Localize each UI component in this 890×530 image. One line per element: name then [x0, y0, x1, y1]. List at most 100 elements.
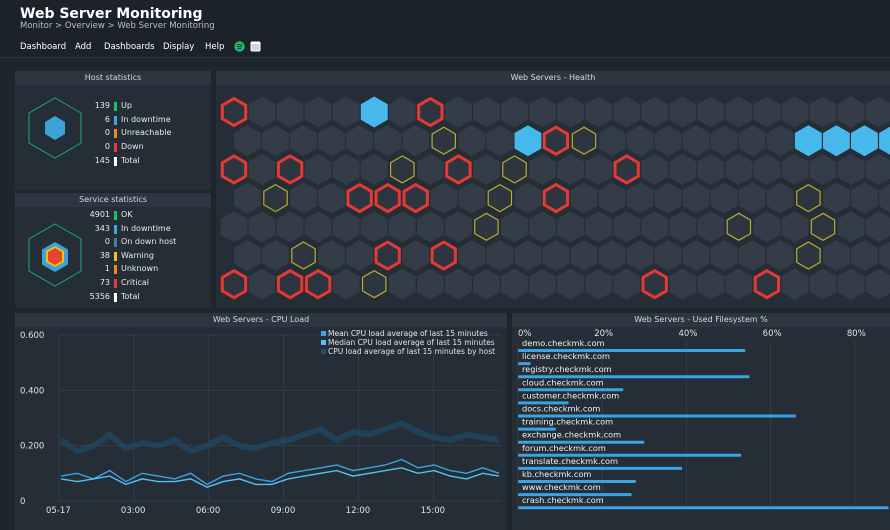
- host-hexagon[interactable]: [220, 268, 248, 300]
- host-hexagon[interactable]: [291, 241, 316, 270]
- host-hexagon[interactable]: [738, 182, 766, 214]
- host-hexagon[interactable]: [726, 212, 752, 241]
- host-hexagon[interactable]: [865, 268, 890, 300]
- host-hexagon[interactable]: [388, 96, 416, 128]
- host-hexagon[interactable]: [234, 125, 261, 157]
- host-hexagon[interactable]: [474, 212, 499, 241]
- host-hexagon[interactable]: [390, 155, 415, 184]
- host-hexagon[interactable]: [598, 240, 626, 271]
- host-hexagon[interactable]: [304, 153, 332, 185]
- host-hexagon[interactable]: [542, 125, 570, 156]
- host-hexagon[interactable]: [725, 153, 753, 185]
- bar[interactable]: [518, 466, 683, 470]
- host-hexagon[interactable]: [290, 182, 317, 214]
- host-hexagon[interactable]: [837, 211, 865, 243]
- host-hexagon[interactable]: [823, 125, 850, 157]
- host-hexagon[interactable]: [796, 241, 821, 270]
- host-hexagon[interactable]: [332, 153, 360, 185]
- host-hexagon[interactable]: [753, 96, 781, 128]
- window-icon[interactable]: [250, 41, 261, 52]
- host-hexagon[interactable]: [248, 153, 276, 185]
- bar[interactable]: [518, 493, 632, 497]
- host-hexagon[interactable]: [276, 154, 304, 185]
- host-hexagon[interactable]: [445, 268, 472, 300]
- host-hexagon[interactable]: [458, 125, 486, 157]
- bar[interactable]: [518, 506, 889, 510]
- host-hexagon[interactable]: [697, 153, 725, 185]
- host-hexagon[interactable]: [263, 183, 288, 213]
- host-hexagon[interactable]: [865, 96, 890, 128]
- host-hexagon[interactable]: [248, 96, 276, 128]
- host-hexagon[interactable]: [486, 125, 514, 157]
- host-hexagon[interactable]: [781, 96, 809, 128]
- host-hexagon[interactable]: [332, 268, 360, 300]
- host-hexagon[interactable]: [585, 153, 612, 185]
- host-hexagon[interactable]: [654, 182, 682, 214]
- host-hexagon[interactable]: [514, 240, 542, 271]
- stat-row-down[interactable]: 0 Down: [50, 142, 210, 154]
- host-hexagon[interactable]: [585, 96, 612, 128]
- host-hexagon[interactable]: [641, 96, 669, 128]
- host-hexagon[interactable]: [220, 154, 248, 185]
- host-hexagon[interactable]: [458, 182, 486, 214]
- menu-help[interactable]: Help: [205, 42, 225, 52]
- host-hexagon[interactable]: [781, 268, 809, 300]
- host-hexagon[interactable]: [430, 182, 458, 214]
- host-hexagon[interactable]: [473, 153, 500, 185]
- host-hexagon[interactable]: [529, 153, 556, 185]
- host-hexagon[interactable]: [557, 153, 584, 185]
- host-hexagon[interactable]: [697, 96, 725, 128]
- host-hexagon[interactable]: [416, 153, 444, 185]
- host-hexagon[interactable]: [304, 211, 332, 243]
- host-hexagon[interactable]: [585, 211, 612, 243]
- host-hexagon[interactable]: [794, 125, 822, 157]
- host-hexagon[interactable]: [781, 211, 809, 243]
- host-hexagon[interactable]: [276, 268, 304, 300]
- host-hexagon[interactable]: [613, 154, 640, 185]
- host-hexagon[interactable]: [557, 211, 584, 243]
- breadcrumb[interactable]: Monitor > Overview > Web Server Monitori…: [20, 21, 215, 31]
- host-hexagon[interactable]: [360, 96, 388, 128]
- host-hexagon[interactable]: [416, 268, 444, 300]
- host-hexagon[interactable]: [388, 211, 416, 243]
- stat-row-warning[interactable]: 38 Warning: [50, 251, 210, 263]
- stat-row-unknown[interactable]: 1 Unknown: [50, 264, 210, 276]
- host-hexagon[interactable]: [738, 240, 766, 271]
- host-hexagon[interactable]: [613, 211, 641, 243]
- host-hexagon[interactable]: [865, 153, 890, 185]
- host-hexagon[interactable]: [626, 182, 654, 214]
- host-hexagon[interactable]: [361, 270, 387, 299]
- host-hexagon[interactable]: [725, 96, 753, 128]
- host-hexagon[interactable]: [501, 211, 528, 243]
- host-hexagon[interactable]: [626, 125, 654, 157]
- host-hexagon[interactable]: [823, 182, 850, 214]
- host-hexagon[interactable]: [388, 268, 416, 300]
- host-hexagon[interactable]: [710, 182, 738, 214]
- host-hexagon[interactable]: [318, 125, 345, 157]
- host-hexagon[interactable]: [332, 211, 360, 243]
- host-hexagon[interactable]: [445, 211, 472, 243]
- host-hexagon[interactable]: [501, 96, 528, 128]
- host-hexagon[interactable]: [682, 125, 710, 157]
- host-hexagon[interactable]: [837, 96, 865, 128]
- host-hexagon[interactable]: [514, 125, 542, 157]
- host-hexagon[interactable]: [346, 182, 373, 214]
- bar[interactable]: [518, 453, 742, 457]
- host-hexagon[interactable]: [851, 182, 878, 214]
- stat-row-unreachable[interactable]: 0 Unreachable: [50, 128, 210, 140]
- host-hexagon[interactable]: [290, 125, 317, 157]
- bar[interactable]: [518, 427, 556, 431]
- stat-row-in-downtime[interactable]: 6 In downtime: [50, 115, 210, 127]
- bar[interactable]: [518, 375, 750, 379]
- host-hexagon[interactable]: [682, 182, 710, 214]
- host-hexagon[interactable]: [262, 240, 289, 271]
- host-hexagon[interactable]: [753, 211, 781, 243]
- host-hexagon[interactable]: [710, 125, 738, 157]
- host-hexagon[interactable]: [445, 154, 472, 185]
- host-hexagon[interactable]: [445, 96, 472, 128]
- stat-row-up[interactable]: 139 Up: [50, 101, 210, 113]
- feed-icon[interactable]: [234, 41, 245, 52]
- host-hexagon[interactable]: [557, 96, 584, 128]
- host-hexagon[interactable]: [669, 153, 697, 185]
- bar[interactable]: [518, 440, 645, 444]
